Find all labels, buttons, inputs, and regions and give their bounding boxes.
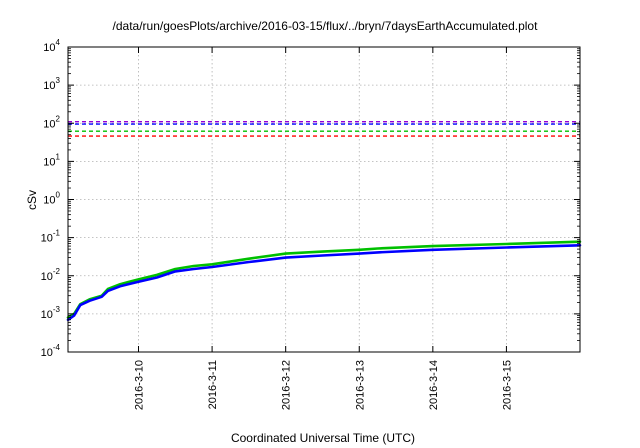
- chart-title: /data/run/goesPlots/archive/2016-03-15/f…: [113, 19, 539, 33]
- y-tick-label: 103: [43, 76, 60, 92]
- series-line: [66, 244, 582, 322]
- x-tick-label: 2016-3-15: [501, 360, 513, 410]
- y-axis-label: cSv: [25, 190, 39, 210]
- x-tick-label: 2016-3-13: [354, 360, 366, 410]
- label-layer: 10-4 10-3 10-2 10-1 100 101 102 103 104 2016-3-10…: [41, 38, 514, 410]
- tick-layer: [68, 46, 580, 353]
- x-tick-label: 2016-3-12: [281, 360, 293, 410]
- threshold-layer: [68, 120, 580, 137]
- y-tick-label: 10-3: [41, 305, 61, 321]
- grid-layer: [68, 47, 580, 352]
- y-tick-label: 100: [43, 191, 60, 207]
- y-tick-label: 10-1: [41, 229, 61, 245]
- y-tick-label: 10-2: [41, 267, 61, 283]
- x-tick-label: 2016-3-14: [428, 360, 440, 410]
- y-tick-label: 10-4: [41, 343, 61, 359]
- series-layer: [66, 240, 582, 322]
- y-tick-label: 104: [43, 38, 60, 54]
- y-tick-label: 102: [43, 114, 60, 130]
- x-axis-label: Coordinated Universal Time (UTC): [231, 431, 415, 445]
- x-tick-label: 2016-3-10: [134, 360, 146, 410]
- x-tick-label: 2016-3-11: [207, 360, 219, 409]
- y-tick-label: 101: [43, 152, 60, 168]
